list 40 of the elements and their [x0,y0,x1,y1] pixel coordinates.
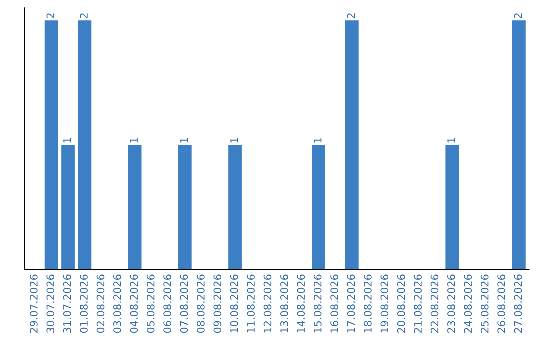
data-label: 2 [514,14,522,18]
x-tick-label: 18.08.2026 [364,274,372,333]
x-tick-label: 21.08.2026 [414,274,422,334]
x-tick-label: 16.08.2026 [330,274,338,333]
x-tick-label: 24.08.2026 [464,274,472,334]
x-tick-label: 26.08.2026 [498,274,506,334]
x-tick-label: 27.08.2026 [514,274,522,334]
data-label: 1 [448,138,456,143]
x-tick-label: 03.08.2026 [114,274,122,334]
data-label: 1 [130,138,138,143]
x-tick-label: 02.08.2026 [96,274,105,334]
x-tick-label: 25.08.2026 [480,274,489,334]
data-label: 2 [80,14,88,18]
x-tick-label: 19.08.2026 [380,274,389,333]
x-tick-label: 29.07.2026 [30,274,38,334]
x-tick-label: 23.08.2026 [448,274,456,334]
data-label: 1 [314,138,322,143]
x-tick-label: 10.08.2026 [230,274,238,333]
data-label: 2 [347,14,356,18]
x-tick-label: 30.07.2026 [46,274,55,333]
x-tick-label: 17.08.2026 [347,274,356,333]
data-label: 2 [46,14,54,18]
x-tick-label: 07.08.2026 [180,274,188,334]
x-tick-label: 22.08.2026 [430,274,439,334]
data-label: 1 [64,138,72,143]
x-tick-label: 14.08.2026 [297,274,306,333]
x-tick-label: 12.08.2026 [264,274,272,333]
x-tick-label: 08.08.2026 [197,274,205,334]
x-tick-label: 31.07.2026 [63,274,72,333]
data-label: 1 [180,138,188,143]
x-tick-label: 13.08.2026 [280,274,288,333]
x-tick-label: 06.08.2026 [164,274,172,334]
x-tick-label: 09.08.2026 [214,274,222,334]
data-label: 1 [230,138,238,143]
x-tick-label: 11.08.2026 [247,274,255,333]
x-tick-label: 04.08.2026 [130,274,138,334]
x-tick-label: 05.08.2026 [146,274,155,334]
x-tick-label: 15.08.2026 [314,274,322,333]
x-tick-label: 01.08.2026 [80,274,88,334]
x-tick-label: 20.08.2026 [397,274,406,334]
